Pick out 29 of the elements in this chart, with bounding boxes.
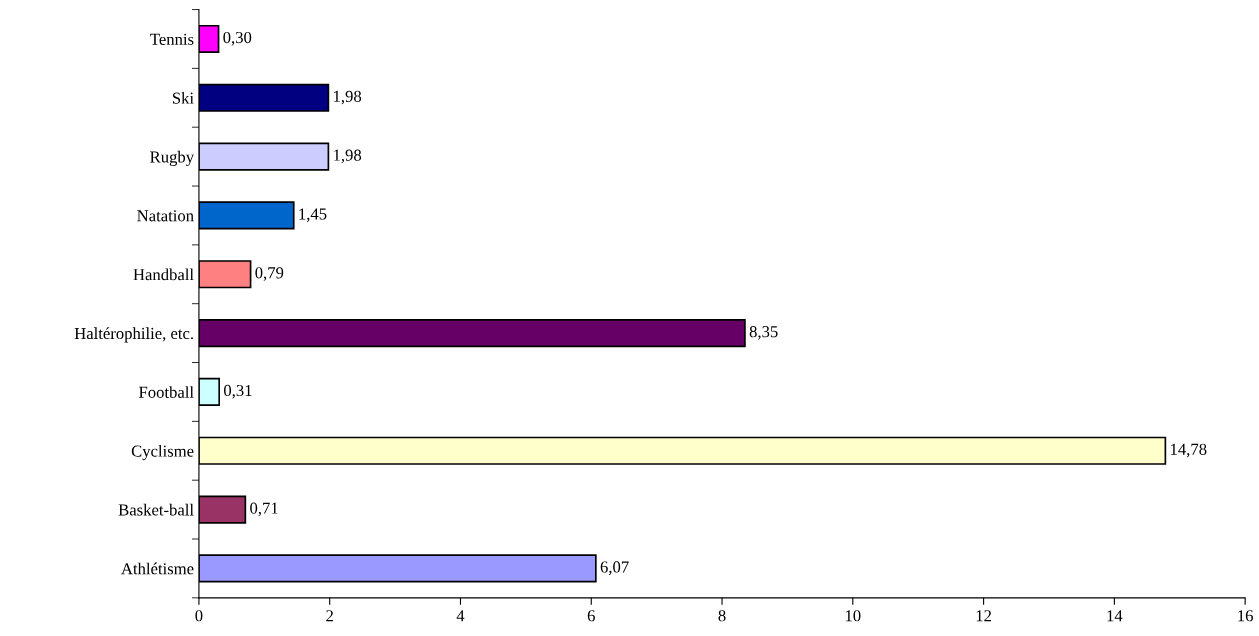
- y-tick-label: Natation: [137, 210, 194, 222]
- x-tick-label: 16: [1238, 610, 1253, 622]
- y-tick-label: Handball: [133, 268, 194, 281]
- x-tick-label: 12: [976, 610, 992, 622]
- y-tick-label: Cyclisme: [131, 444, 194, 461]
- x-tick-label: 8: [718, 610, 726, 622]
- data-label: 1,98: [334, 90, 362, 105]
- x-tick-label: 6: [587, 610, 595, 622]
- data-label: 14,78: [1171, 443, 1207, 458]
- data-label: 0,71: [250, 502, 278, 517]
- data-label: 1,45: [299, 208, 327, 223]
- y-tick-label: Ski: [172, 92, 194, 104]
- data-label: 0,31: [223, 384, 252, 399]
- y-tick-label: Tennis: [150, 33, 194, 45]
- x-tick-label: 0: [195, 610, 203, 622]
- y-tick-label: Haltérophilie, etc.: [74, 327, 193, 343]
- x-tick-label: 2: [326, 610, 333, 622]
- data-label: 1,98: [334, 149, 362, 164]
- data-label: 0,30: [223, 31, 252, 46]
- y-tick-label: Basket-ball: [118, 503, 194, 516]
- y-tick-label: Football: [138, 386, 194, 398]
- y-tick-label: Athlétisme: [121, 562, 194, 575]
- x-tick-label: 14: [1107, 610, 1123, 622]
- data-label: 0,79: [255, 267, 284, 281]
- x-tick-label: 4: [456, 610, 465, 622]
- data-label: 8,35: [749, 326, 778, 340]
- x-tick-label: 10: [845, 610, 861, 622]
- data-label: 6,07: [600, 561, 629, 575]
- y-tick-label: Rugby: [150, 150, 194, 166]
